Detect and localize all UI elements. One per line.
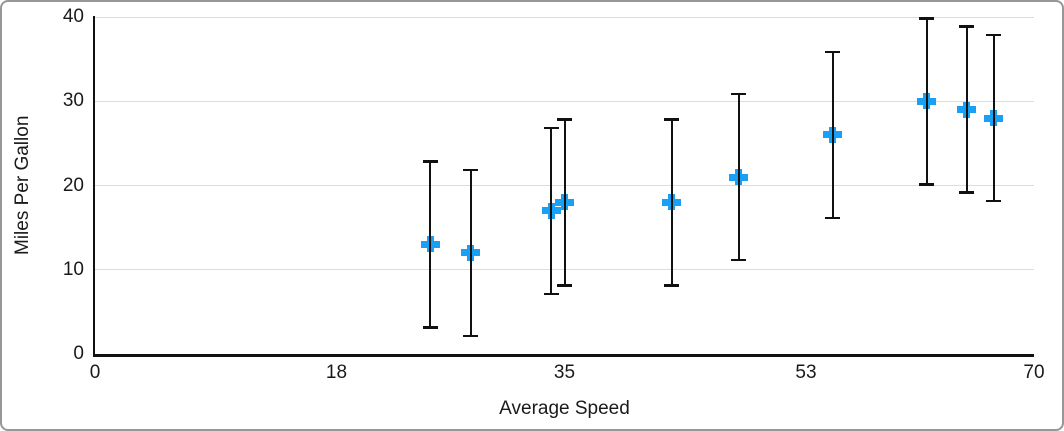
x-tick-label: 53 (795, 362, 817, 383)
error-bar-cap-top (731, 92, 747, 96)
error-bar-cap-bottom (557, 284, 572, 287)
error-bar-cap-bottom (986, 199, 1002, 203)
error-bar-cap-top (422, 160, 438, 163)
error-bar[interactable] (986, 33, 1002, 203)
x-tick-label: 0 (89, 362, 101, 383)
error-bar-cap-top (463, 168, 479, 172)
error-bar-line (992, 33, 995, 203)
y-tick-label: 30 (62, 90, 84, 112)
error-bar-line (737, 92, 740, 262)
error-bar-cap-top (959, 25, 975, 28)
error-bar-cap-bottom (959, 191, 975, 194)
error-bar[interactable] (557, 118, 572, 287)
error-bar[interactable] (919, 17, 935, 186)
y-tick-label: 10 (62, 258, 84, 280)
error-bar-cap-top (986, 33, 1002, 37)
x-tick-label: 18 (325, 362, 348, 383)
error-bar[interactable] (959, 25, 975, 194)
error-bar[interactable] (543, 126, 559, 296)
y-tick-label: 20 (62, 174, 84, 196)
error-bar-cap-bottom (919, 183, 935, 186)
error-bar-line (670, 118, 673, 287)
gridline-y-40 (95, 16, 1034, 18)
error-bar-cap-top (825, 50, 841, 54)
error-bar-line (429, 160, 432, 329)
error-bar[interactable] (731, 92, 747, 262)
error-bar-cap-top (919, 17, 935, 20)
error-bar-line (965, 25, 968, 194)
error-bar[interactable] (825, 50, 841, 220)
x-axis-line (93, 354, 1034, 357)
gridline-y-30 (95, 100, 1034, 102)
x-axis-title: Average Speed (499, 398, 630, 419)
error-bar-cap-bottom (731, 258, 747, 262)
error-bar-cap-top (664, 118, 680, 121)
x-tick-label: 35 (553, 362, 576, 383)
error-bar-line (550, 126, 553, 296)
error-bar-cap-bottom (422, 326, 438, 329)
error-bar[interactable] (664, 118, 680, 287)
x-tick-label: 70 (1023, 362, 1045, 383)
y-tick-label: 40 (62, 6, 84, 27)
error-bar-cap-bottom (463, 334, 479, 338)
y-axis-line (93, 16, 95, 354)
y-tick-label: 0 (73, 343, 84, 364)
y-axis-title: Miles Per Gallon (12, 115, 33, 256)
plot-area (95, 16, 1034, 354)
error-bar-cap-bottom (664, 284, 680, 287)
error-bar-cap-top (557, 118, 572, 121)
error-bar-line (563, 118, 566, 287)
error-bar[interactable] (422, 160, 438, 329)
error-bar-line (469, 168, 472, 338)
error-bar[interactable] (463, 168, 479, 338)
error-bar-cap-bottom (543, 292, 559, 296)
error-bar-line (831, 50, 834, 220)
error-bar-line (925, 17, 928, 186)
error-bar-cap-bottom (825, 216, 841, 220)
error-bar-cap-top (543, 126, 559, 130)
